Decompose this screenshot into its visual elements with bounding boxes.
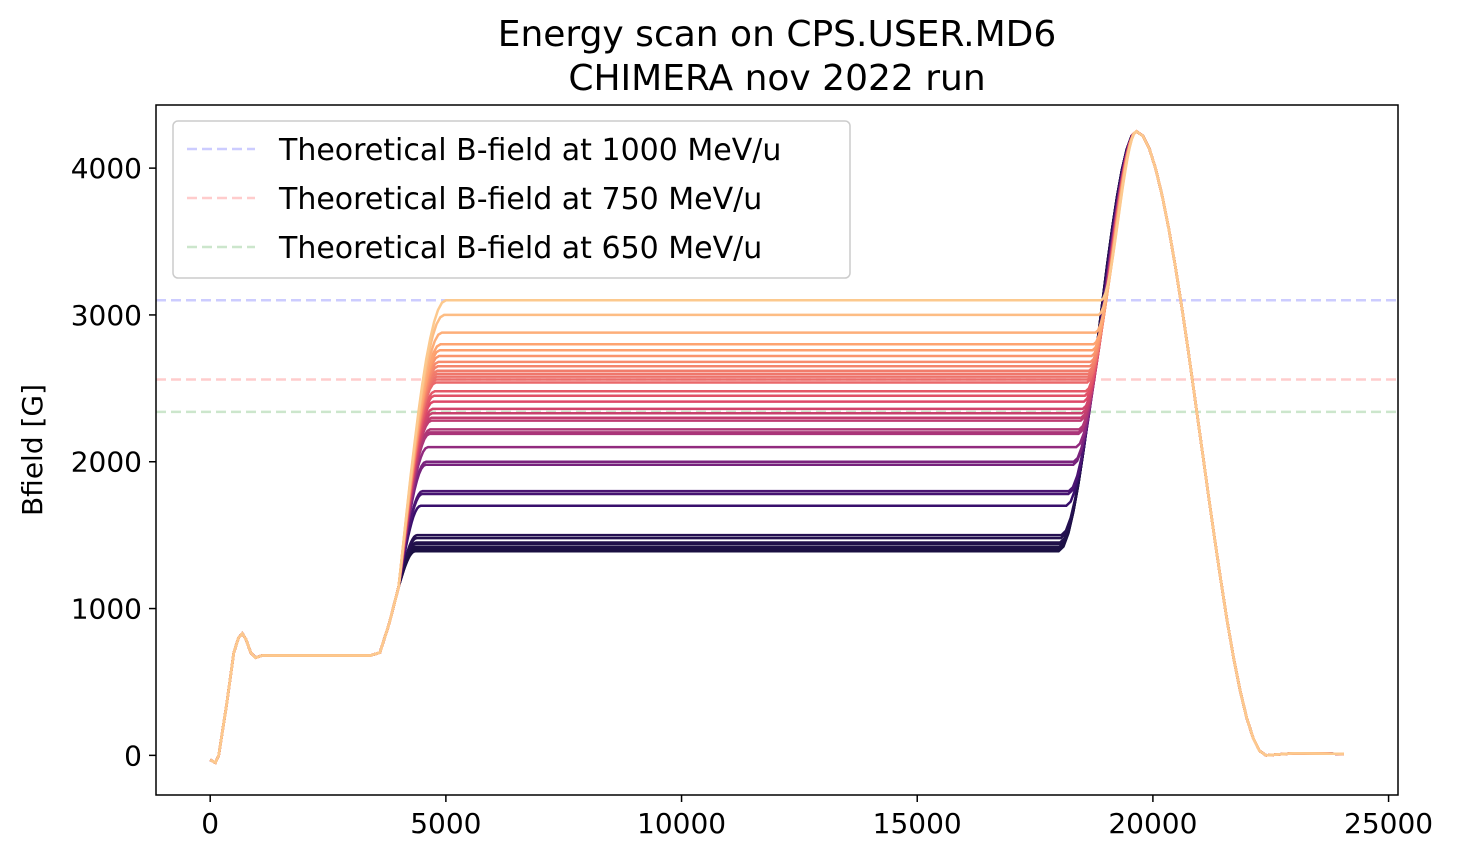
y-tick-label: 1000: [71, 593, 142, 626]
y-tick-label: 3000: [71, 299, 142, 332]
x-tick-label: 5000: [410, 807, 481, 840]
y-axis-ticks: 0 1000 2000 3000 4000: [71, 152, 156, 772]
series-line-36: [209, 129, 1344, 765]
plot-frame: [155, 104, 1399, 796]
x-tick-label: 15000: [873, 807, 962, 840]
legend: Theoretical B-field at 1000 MeV/u Theoret…: [172, 120, 851, 279]
x-tick-label: 0: [201, 807, 219, 840]
x-tick-label: 10000: [637, 807, 726, 840]
y-tick-label: 4000: [71, 152, 142, 185]
y-tick-label: 0: [124, 739, 142, 772]
y-axis-label: Bfield [G]: [16, 384, 49, 516]
x-axis-ticks: 0 5000 10000 15000 20000 25000: [201, 795, 1433, 840]
legend-label-1: Theoretical B-field at 750 MeV/u: [278, 182, 762, 217]
legend-label-2: Theoretical B-field at 650 MeV/u: [278, 231, 762, 266]
legend-label-0: Theoretical B-field at 1000 MeV/u: [278, 133, 781, 168]
series-layer: [209, 129, 1344, 765]
legend-box: [172, 120, 851, 279]
x-tick-label: 25000: [1344, 807, 1433, 840]
chart-subtitle: CHIMERA nov 2022 run: [568, 58, 985, 99]
x-tick-label: 20000: [1108, 807, 1197, 840]
y-tick-label: 2000: [71, 446, 142, 479]
chart-title: Energy scan on CPS.USER.MD6: [498, 14, 1057, 55]
